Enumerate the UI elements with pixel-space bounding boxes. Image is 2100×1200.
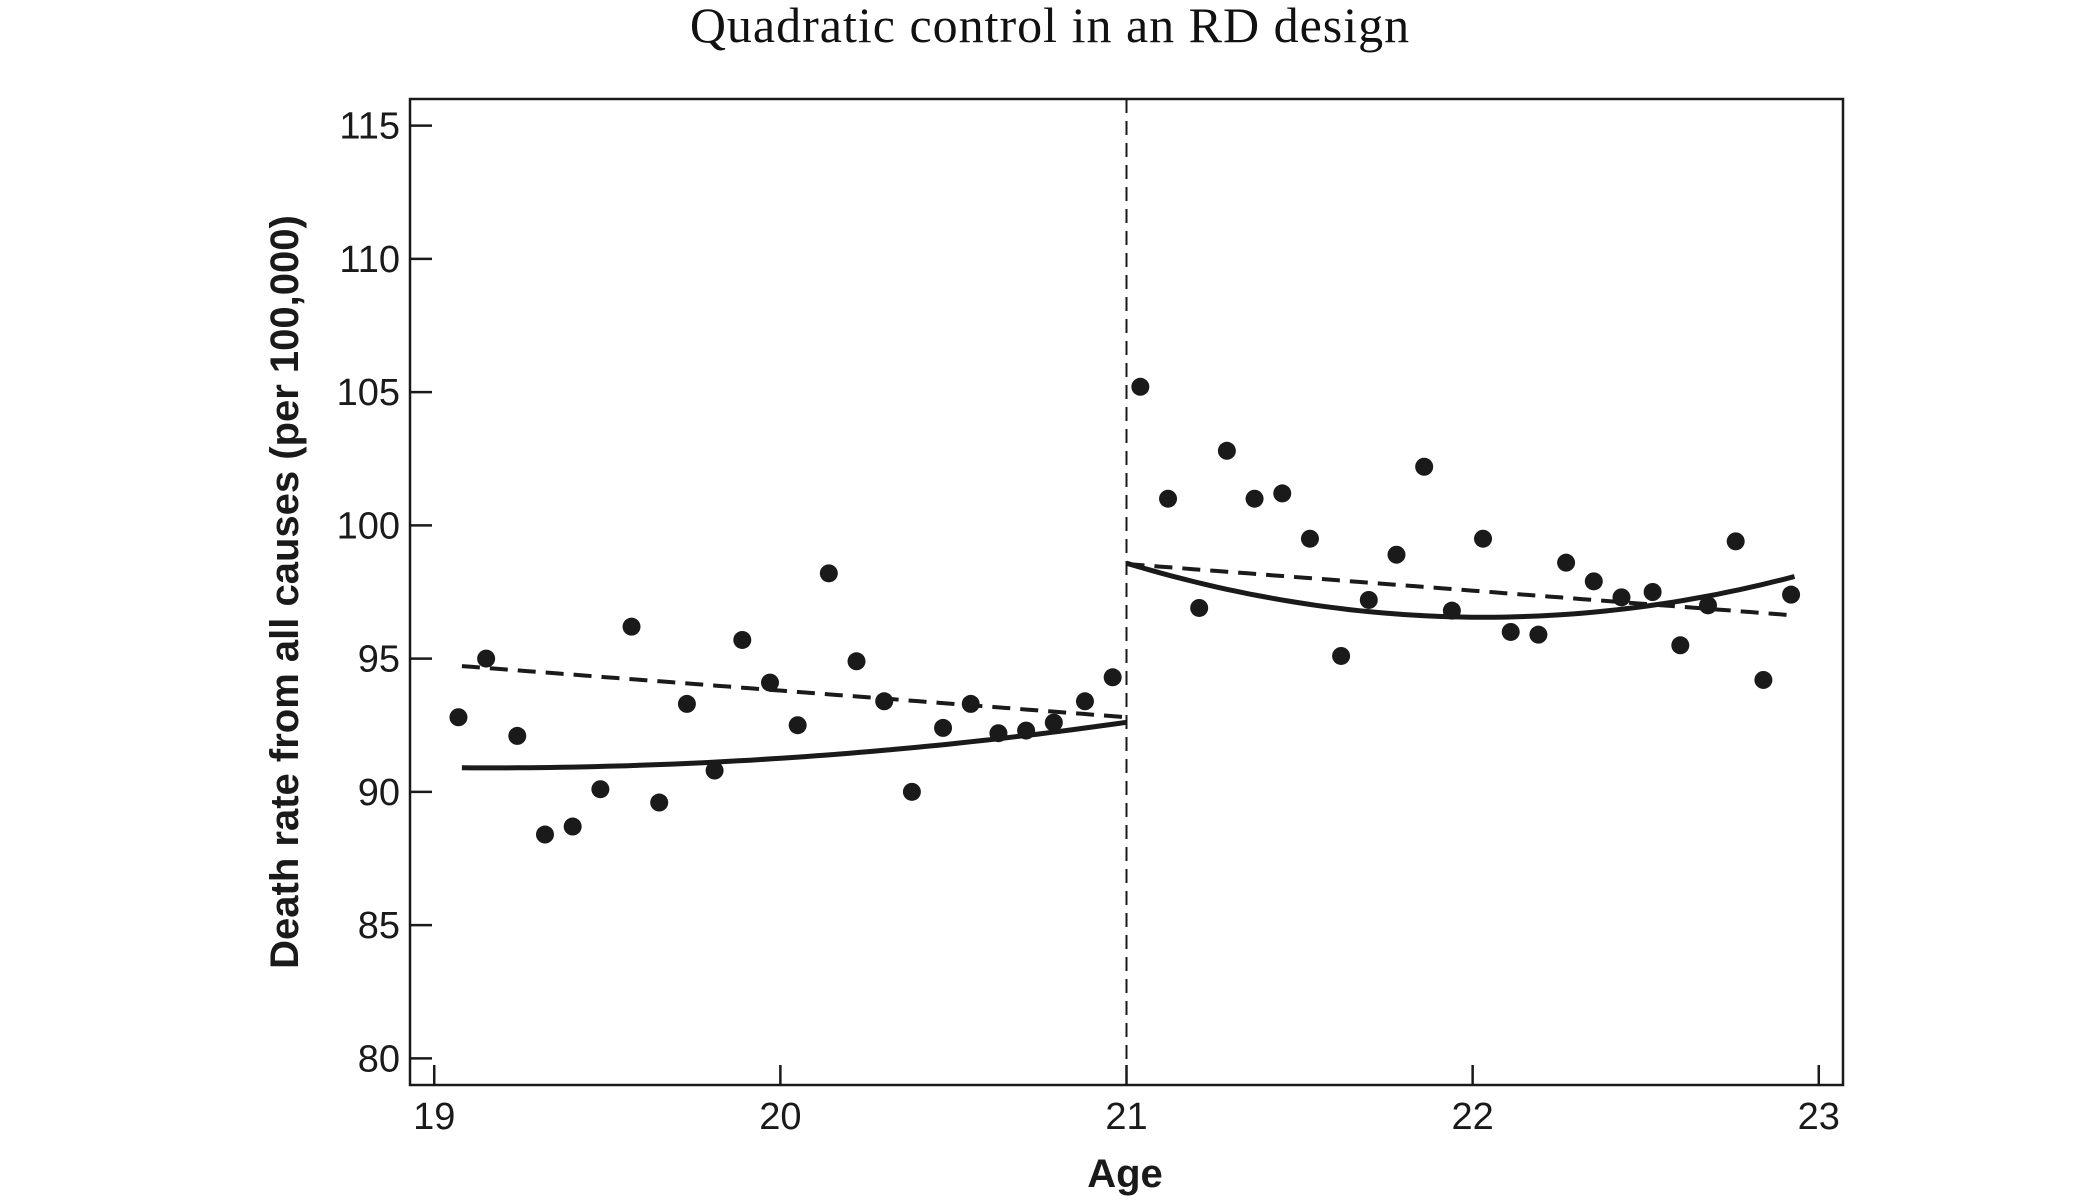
data-point: [1332, 646, 1351, 665]
data-point: [1159, 489, 1178, 508]
data-point: [1217, 441, 1236, 460]
x-tick-label: 21: [1105, 1096, 1147, 1138]
data-point: [961, 694, 980, 713]
y-axis-label: Death rate from all causes (per 100,000): [263, 215, 307, 969]
data-point: [563, 817, 582, 836]
data-point: [1442, 601, 1461, 620]
y-tick-label: 100: [337, 505, 400, 547]
data-point: [650, 793, 669, 812]
y-tick-label: 90: [358, 772, 400, 814]
x-tick-label: 22: [1451, 1096, 1493, 1138]
data-point: [1671, 636, 1690, 655]
data-point: [1359, 590, 1378, 609]
data-point: [1245, 489, 1264, 508]
data-point: [1103, 668, 1122, 687]
y-tick-label: 85: [358, 905, 400, 947]
points-layer: [449, 377, 1801, 844]
data-point: [819, 564, 838, 583]
data-point: [1474, 529, 1493, 548]
chart-title: Quadratic control in an RD design: [689, 0, 1411, 53]
data-point: [622, 617, 641, 636]
data-point: [508, 726, 527, 745]
data-point: [1754, 670, 1773, 689]
quadratic-fit-solid-above-cutoff: [1125, 560, 1796, 620]
data-point: [733, 630, 752, 649]
data-point: [760, 673, 779, 692]
data-point: [1782, 585, 1801, 604]
data-point: [1643, 583, 1662, 601]
y-tick-label: 80: [358, 1038, 400, 1080]
data-point: [1501, 622, 1520, 641]
data-point: [1075, 692, 1094, 711]
data-point: [1131, 377, 1150, 396]
x-tick-label: 23: [1798, 1096, 1840, 1138]
x-axis-label: Age: [1087, 1152, 1163, 1196]
x-tick-label: 20: [759, 1096, 801, 1138]
data-point: [1699, 596, 1718, 615]
data-point: [705, 761, 724, 780]
x-tick-label: 19: [413, 1096, 455, 1138]
data-point: [1529, 625, 1548, 644]
data-point: [1387, 545, 1406, 564]
data-point: [847, 652, 866, 671]
data-point: [1557, 553, 1576, 572]
data-point: [1726, 532, 1745, 551]
quadratic-fit-solid-below-cutoff: [461, 719, 1127, 771]
data-point: [477, 649, 496, 668]
data-point: [1612, 588, 1631, 607]
data-point: [989, 724, 1008, 743]
ticks-layer: 19 20 21 22 23 80 85 90 95 100 105 110 115: [337, 106, 1840, 1138]
data-point: [1273, 484, 1292, 503]
data-point: [1017, 721, 1036, 740]
y-tick-label: 115: [339, 106, 400, 148]
linear-fit-dashed-below-cutoff: [461, 664, 1127, 720]
data-point: [934, 718, 953, 737]
y-tick-label: 110: [339, 239, 400, 281]
data-point: [1044, 713, 1063, 732]
data-point: [902, 782, 921, 801]
data-point: [1300, 529, 1319, 548]
data-point: [677, 694, 696, 713]
data-point: [1190, 598, 1209, 617]
data-point: [1584, 572, 1603, 591]
data-point: [788, 716, 807, 735]
data-point: [875, 692, 894, 711]
y-tick-label: 105: [337, 372, 400, 414]
data-point: [449, 708, 468, 727]
y-tick-label: 95: [358, 639, 400, 681]
data-point: [1415, 457, 1434, 476]
fit-lines-layer: [461, 560, 1796, 771]
data-point: [535, 825, 554, 844]
data-point: [591, 780, 610, 799]
